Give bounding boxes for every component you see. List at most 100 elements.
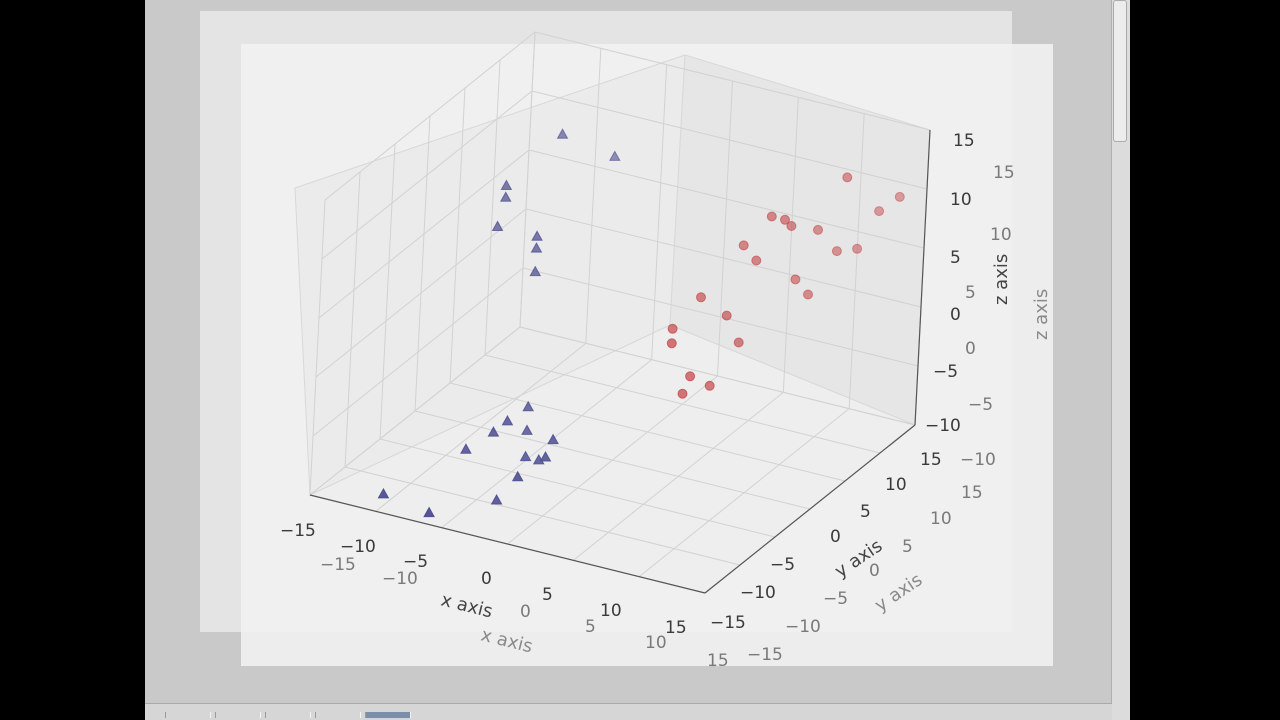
triangle-marker: [529, 265, 542, 277]
circle-marker: [790, 274, 801, 285]
triangle-marker: [530, 242, 543, 253]
grid-lines: [309, 31, 931, 594]
z-tick-label: −10: [925, 416, 961, 436]
wall-grid-line: [848, 113, 865, 409]
status-cell: [215, 712, 261, 718]
circle-marker: [738, 240, 749, 251]
circle-marker: [666, 338, 677, 349]
y-tick-label: 0: [830, 527, 841, 547]
x-tick-label-ghost: 5: [585, 617, 596, 637]
triangle-marker: [556, 128, 569, 139]
triangle-marker: [519, 450, 532, 462]
y-axis-line: [704, 424, 916, 594]
triangle-marker: [547, 433, 559, 445]
wall-grid-line: [309, 199, 326, 496]
triangle-marker: [608, 150, 621, 161]
status-cell: [265, 712, 311, 718]
x-tick-label-ghost: −15: [320, 555, 356, 575]
triangle-marker: [532, 453, 545, 465]
z-tick-label-ghost: 15: [993, 163, 1015, 183]
y-tick-label: −5: [770, 555, 795, 575]
figure-canvas: −15 −10 0 5 10 15 −15 −10 −5 0 5 10 15 −…: [200, 11, 1053, 671]
y-tick-label-ghost: 10: [930, 509, 952, 529]
circle-marker: [751, 255, 762, 266]
y-tick-label-ghost: −5: [823, 589, 848, 609]
circle-marker: [696, 292, 706, 303]
y-tick-label: 5: [860, 502, 871, 522]
z-tick-label: −5: [933, 362, 958, 382]
wall-grid-line: [651, 64, 668, 360]
z-axis-label: z axis: [991, 254, 1012, 305]
y-tick-label-ghost: 15: [961, 483, 983, 503]
x-tick-label-ghost: 10: [645, 633, 667, 653]
y-tick-label: −15: [710, 613, 746, 633]
y-tick-label-ghost: −15: [747, 645, 783, 665]
wall-grid-line: [414, 115, 431, 412]
circle-marker: [721, 310, 732, 321]
z-tick-label: 5: [950, 248, 961, 268]
triangle-marker: [423, 506, 435, 518]
circle-marker: [766, 211, 777, 222]
circle-marker: [685, 371, 696, 382]
triangle-marker: [499, 191, 512, 202]
triangle-marker: [539, 450, 552, 462]
x-tick-label-ghost: 15: [707, 651, 729, 671]
scrollbar-thumb[interactable]: [1113, 0, 1127, 142]
z-tick-label-ghost: −5: [968, 395, 993, 415]
tick-labels: −15 −10 −5 0 5 10 15 −15 −10 −5 0 5 10 1…: [280, 131, 1012, 638]
z-axis-label-ghost: z axis: [1031, 289, 1052, 340]
floor-grid-line: [484, 354, 881, 454]
status-cell: [315, 712, 361, 718]
x-tick-label: −10: [340, 537, 376, 557]
status-bar: [145, 703, 1112, 720]
circle-marker: [894, 191, 905, 202]
vertical-scrollbar[interactable]: [1111, 0, 1130, 720]
wall-grid-line: [449, 87, 466, 384]
triangle-marker: [487, 426, 500, 437]
wall-grid-line: [585, 48, 602, 344]
z-tick-label-ghost: 0: [965, 339, 976, 359]
wall-grid-line: [717, 80, 733, 377]
x-tick-label: 5: [542, 585, 553, 605]
app-window: −15 −10 0 5 10 15 −15 −10 −5 0 5 10 15 −…: [145, 0, 1130, 720]
z-axis-line: [914, 129, 931, 426]
circle-marker: [704, 380, 715, 391]
circle-marker: [733, 337, 744, 348]
triangle-marker: [500, 179, 513, 190]
z-tick-label-ghost: 10: [990, 225, 1012, 245]
wall-grid-line: [519, 31, 536, 328]
z-tick-label: 15: [953, 131, 975, 151]
x-tick-label: −15: [280, 521, 316, 541]
triangle-marker: [460, 443, 472, 454]
triangle-marker: [501, 414, 514, 426]
x-tick-label-ghost: −10: [382, 569, 418, 589]
z-tick-label-ghost: −10: [960, 450, 996, 470]
triangle-marker: [522, 400, 535, 412]
circle-marker: [786, 221, 797, 231]
x-axis-line: [309, 494, 706, 594]
x-tick-label: 0: [481, 569, 492, 589]
y-tick-label: 10: [885, 475, 907, 495]
circle-marker: [667, 323, 678, 334]
status-cell: [365, 712, 411, 718]
y-tick-label-ghost: 0: [869, 561, 880, 581]
x-tick-label-ghost: 0: [520, 602, 531, 622]
scatter-markers: [377, 128, 905, 518]
y-tick-label-ghost: −10: [785, 617, 821, 637]
triangle-marker: [490, 493, 503, 505]
triangle-marker: [491, 220, 504, 231]
wall-grid-line: [344, 171, 361, 468]
circle-marker: [780, 214, 790, 225]
z-tick-label: 10: [950, 190, 972, 210]
circle-marker: [852, 243, 863, 254]
triangle-marker: [531, 230, 543, 241]
y-tick-label-ghost: 5: [902, 537, 913, 557]
wall-grid-line: [379, 143, 396, 440]
circle-marker: [842, 172, 853, 183]
axes-panes: [294, 31, 931, 594]
wall-grid-line: [782, 97, 799, 393]
circle-marker: [831, 246, 842, 257]
triangle-marker: [521, 424, 533, 435]
triangle-marker: [511, 470, 524, 482]
circle-marker: [803, 289, 813, 300]
